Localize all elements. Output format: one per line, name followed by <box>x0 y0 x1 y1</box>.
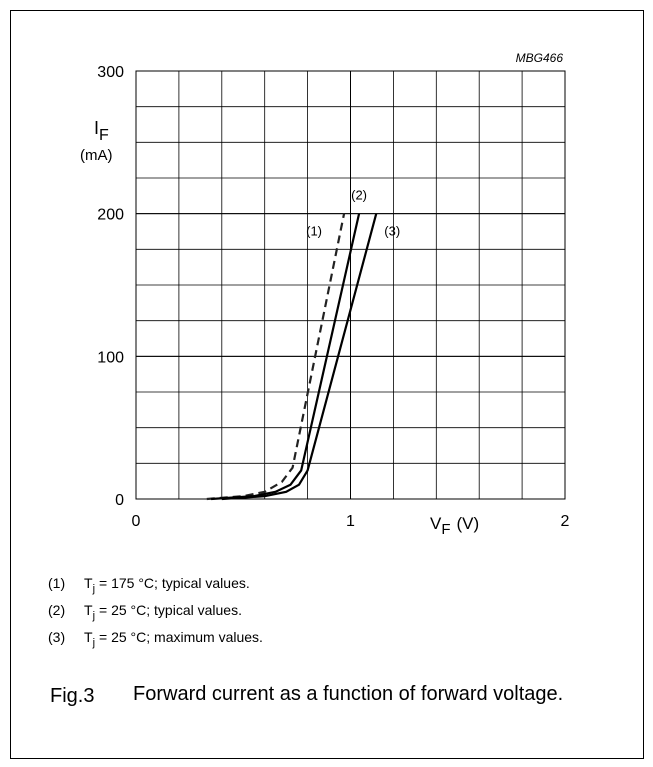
y-tick-label: 200 <box>97 207 124 224</box>
note-subscript: j <box>92 583 95 595</box>
y-axis-subscript: F <box>99 127 109 144</box>
note-body: = 175 °C; typical values. <box>99 575 250 591</box>
note-subscript: j <box>92 610 95 622</box>
note-symbol: T <box>84 629 93 645</box>
note-text: Tj = 175 °C; typical values. <box>84 575 250 595</box>
y-axis-unit: (mA) <box>80 147 113 164</box>
y-tick-label: 100 <box>97 349 124 366</box>
annotation: MBG466 <box>516 51 564 65</box>
x-axis-unit: (V) <box>457 514 480 533</box>
figure-number: Fig.3 <box>50 685 94 707</box>
note-symbol: T <box>84 575 93 591</box>
curve <box>221 213 378 501</box>
x-axis-subscript: F <box>441 521 450 538</box>
note-label: (3) <box>48 629 65 645</box>
caption-box: Forward current as a function of forward… <box>133 683 564 705</box>
caption: Forward current as a function of forward… <box>133 683 564 705</box>
x-tick-label: 2 <box>561 513 570 530</box>
x-tick-label: 1 <box>346 513 355 530</box>
y-axis-label: IF <box>94 118 109 144</box>
x-axis-label: VF (V) <box>430 514 479 538</box>
y-tick-label: 0 <box>115 492 124 509</box>
note-body: = 25 °C; typical values. <box>99 602 242 618</box>
note-label: (2) <box>48 602 65 618</box>
note-body: = 25 °C; maximum values. <box>99 629 263 645</box>
y-tick-label: 300 <box>97 64 124 81</box>
note-text: Tj = 25 °C; maximum values. <box>84 629 263 649</box>
x-axis-symbol: V <box>430 514 442 533</box>
frame <box>10 10 644 759</box>
curve-label: (2) <box>351 188 367 203</box>
note-subscript: j <box>92 637 95 649</box>
x-tick-label: 0 <box>132 513 141 530</box>
notes: (1) Tj = 175 °C; typical values. (2) Tj = 25 … <box>48 575 263 649</box>
note-symbol: T <box>84 602 93 618</box>
curve-label: (1) <box>306 224 322 239</box>
y-axis-symbol: I <box>94 118 99 138</box>
note-text: Tj = 25 °C; typical values. <box>84 602 242 622</box>
note-label: (1) <box>48 575 65 591</box>
curve-label: (3) <box>384 224 400 239</box>
